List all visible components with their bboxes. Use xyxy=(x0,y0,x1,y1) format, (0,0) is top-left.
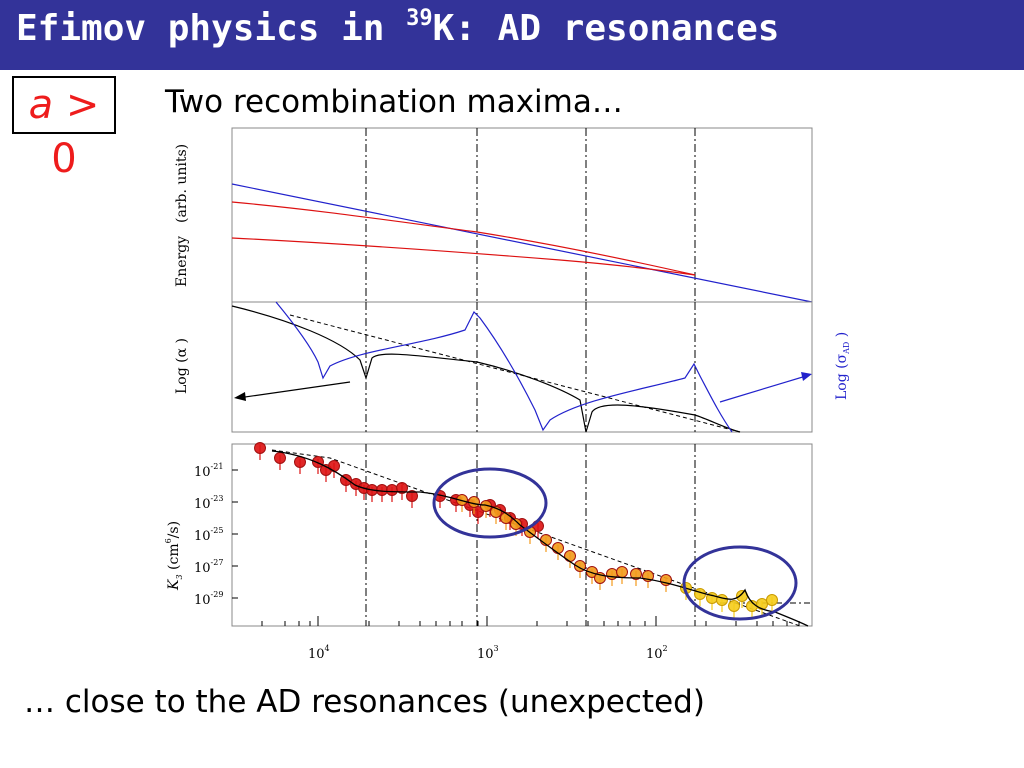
sigma-ylabel: Log (σAD ) xyxy=(834,332,851,400)
ytick-label: 10-27 xyxy=(194,558,223,576)
k3-ylabel: K3 (cm6/s) xyxy=(164,521,184,591)
k3-xtick-labels: 104 103 102 xyxy=(308,644,668,662)
energy-red-curve-1 xyxy=(231,201,696,276)
data-point xyxy=(480,500,492,512)
svg-text:Log (σAD ): Log (σAD ) xyxy=(834,332,851,400)
data-point xyxy=(254,442,266,454)
alpha-panel: Log (α ) Log (σAD ) xyxy=(174,301,851,433)
k3-panel: 10-21 10-23 10-25 10-27 10-29 104 103 10… xyxy=(164,442,813,662)
energy-panel-frame xyxy=(231,127,813,303)
alpha-arrowhead xyxy=(234,392,246,401)
alpha-panel-frame xyxy=(231,301,813,433)
k3-panel-frame xyxy=(231,443,813,627)
energy-blue-curve xyxy=(231,183,813,303)
data-point xyxy=(386,484,398,496)
sigma-curve xyxy=(275,301,733,433)
k3-yticks xyxy=(232,469,238,599)
data-point xyxy=(564,550,576,562)
maximum-highlight-2 xyxy=(682,545,798,621)
slide-title: Efimov physics in 39K: AD resonances xyxy=(16,6,780,49)
svg-text:Log (α ): Log (α ) xyxy=(174,338,190,394)
data-point xyxy=(606,568,618,580)
data-point xyxy=(510,518,522,530)
ytick-label: 10-29 xyxy=(194,590,223,608)
k3-fit-curve xyxy=(271,450,809,627)
data-point xyxy=(552,542,564,554)
k3-asymptote xyxy=(271,449,801,627)
sigma-arrowhead xyxy=(801,372,812,381)
data-point xyxy=(472,506,484,518)
ytick-label: 10-25 xyxy=(194,526,223,544)
maximum-highlight-1 xyxy=(432,467,548,539)
svg-text:Energy: Energy xyxy=(174,236,190,287)
data-point xyxy=(396,482,408,494)
data-point xyxy=(766,594,778,606)
alpha-arrow xyxy=(237,381,351,399)
caption: … close to the AD resonances (unexpected… xyxy=(24,684,705,720)
data-point xyxy=(728,600,740,612)
subtitle: Two recombination maxima… xyxy=(165,84,623,120)
alpha-ylabel: Log (α ) xyxy=(174,338,190,394)
data-point xyxy=(586,566,598,578)
data-point xyxy=(756,598,768,610)
sigma-arrow xyxy=(719,375,807,403)
data-point xyxy=(630,568,642,580)
ytick-label: 10-21 xyxy=(194,462,223,480)
data-point xyxy=(468,496,480,508)
energy-ylabel: Energy (arb. units) xyxy=(174,144,190,287)
xtick-label: 103 xyxy=(477,644,499,662)
data-point xyxy=(376,484,388,496)
title-bar: Efimov physics in 39K: AD resonances xyxy=(0,0,1024,70)
data-point xyxy=(328,460,340,472)
ytick-label: 10-23 xyxy=(194,494,223,512)
energy-panel: Energy (arb. units) xyxy=(174,127,813,303)
xtick-label: 104 xyxy=(308,644,330,662)
condition-box: a > 0 xyxy=(12,76,116,182)
svg-text:(arb. units): (arb. units) xyxy=(174,144,190,223)
data-point xyxy=(616,566,628,578)
data-point xyxy=(406,490,418,502)
energy-red-curve-2 xyxy=(231,237,696,276)
data-point xyxy=(716,594,728,606)
alpha-curve xyxy=(231,305,741,433)
data-point xyxy=(274,452,286,464)
xtick-label: 102 xyxy=(646,644,668,662)
k3-ytick-labels: 10-21 10-23 10-25 10-27 10-29 xyxy=(194,462,223,608)
svg-text:K3 (cm6/s): K3 (cm6/s) xyxy=(164,521,184,591)
